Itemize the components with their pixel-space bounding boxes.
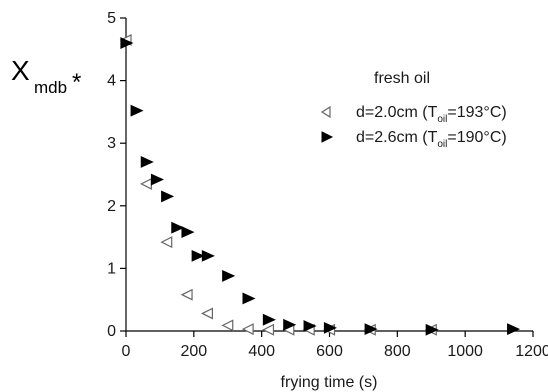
legend-entry-2-prefix: d=2.6cm (T <box>356 129 438 146</box>
data-point <box>323 321 337 334</box>
data-point <box>303 320 317 332</box>
legend-marker-filled-right-triangle <box>321 131 334 143</box>
data-point <box>191 249 205 262</box>
y-tick-label: 1 <box>107 260 116 277</box>
data-point <box>364 323 378 336</box>
data-point <box>160 236 173 249</box>
y-axis-label: X mdb * <box>11 55 81 97</box>
legend-marker-open-left-triangle <box>320 105 331 119</box>
x-tick-label: 400 <box>248 343 275 360</box>
y-ticks: 0 1 2 3 4 5 <box>107 10 126 340</box>
data-point <box>120 37 134 49</box>
x-tick-label: 600 <box>316 343 343 360</box>
y-tick-label: 3 <box>107 135 116 152</box>
data-point <box>242 292 256 305</box>
x-axis-label: frying time (s) <box>281 374 378 391</box>
x-ticks: 0 200 400 600 800 1000 1200 <box>122 331 548 360</box>
y-tick-label: 2 <box>107 198 116 215</box>
data-point <box>181 226 195 239</box>
data-point <box>161 190 175 203</box>
legend-entry-2-suffix: =190°C) <box>447 129 506 146</box>
legend-entry-2-sub: oil <box>437 139 447 150</box>
data-point <box>425 323 439 336</box>
data-point <box>140 177 152 190</box>
legend-title: fresh oil <box>374 70 430 87</box>
y-tick-label: 4 <box>107 73 116 90</box>
data-point <box>241 323 254 336</box>
x-tick-label: 1000 <box>447 343 483 360</box>
series-2 <box>120 37 521 336</box>
legend-entry-1-prefix: d=2.0cm (T <box>356 104 438 121</box>
legend-entry-1: d=2.0cm (Toil=193°C) <box>356 104 507 125</box>
data-point <box>171 221 185 234</box>
data-point <box>201 307 213 320</box>
data-point <box>222 269 236 282</box>
data-point <box>221 319 234 332</box>
y-axis-label-main: X <box>11 55 30 86</box>
data-point <box>283 318 297 331</box>
data-point <box>180 288 193 301</box>
y-tick-label: 5 <box>107 10 116 27</box>
axes <box>125 18 533 332</box>
y-tick-label: 0 <box>107 323 116 340</box>
data-point <box>507 323 521 336</box>
y-axis-label-subscript: mdb <box>34 78 67 97</box>
data-point <box>262 313 276 326</box>
data-points <box>119 33 521 336</box>
x-tick-label: 800 <box>384 343 411 360</box>
legend-entry-1-sub: oil <box>437 114 447 125</box>
y-axis-label-superscript: * <box>72 69 81 96</box>
legend-entry-1-suffix: =193°C) <box>447 104 506 121</box>
legend-entry-2: d=2.6cm (Toil=190°C) <box>356 129 507 150</box>
x-tick-label: 0 <box>122 343 131 360</box>
data-point <box>140 156 154 168</box>
legend: fresh oil d=2.0cm (Toil=193°C) d=2.6cm (… <box>320 70 507 150</box>
data-point <box>262 323 275 336</box>
data-point <box>150 173 164 186</box>
data-point <box>130 104 144 117</box>
x-tick-label: 1200 <box>515 343 548 360</box>
data-point <box>201 249 215 262</box>
x-tick-label: 200 <box>180 343 207 360</box>
